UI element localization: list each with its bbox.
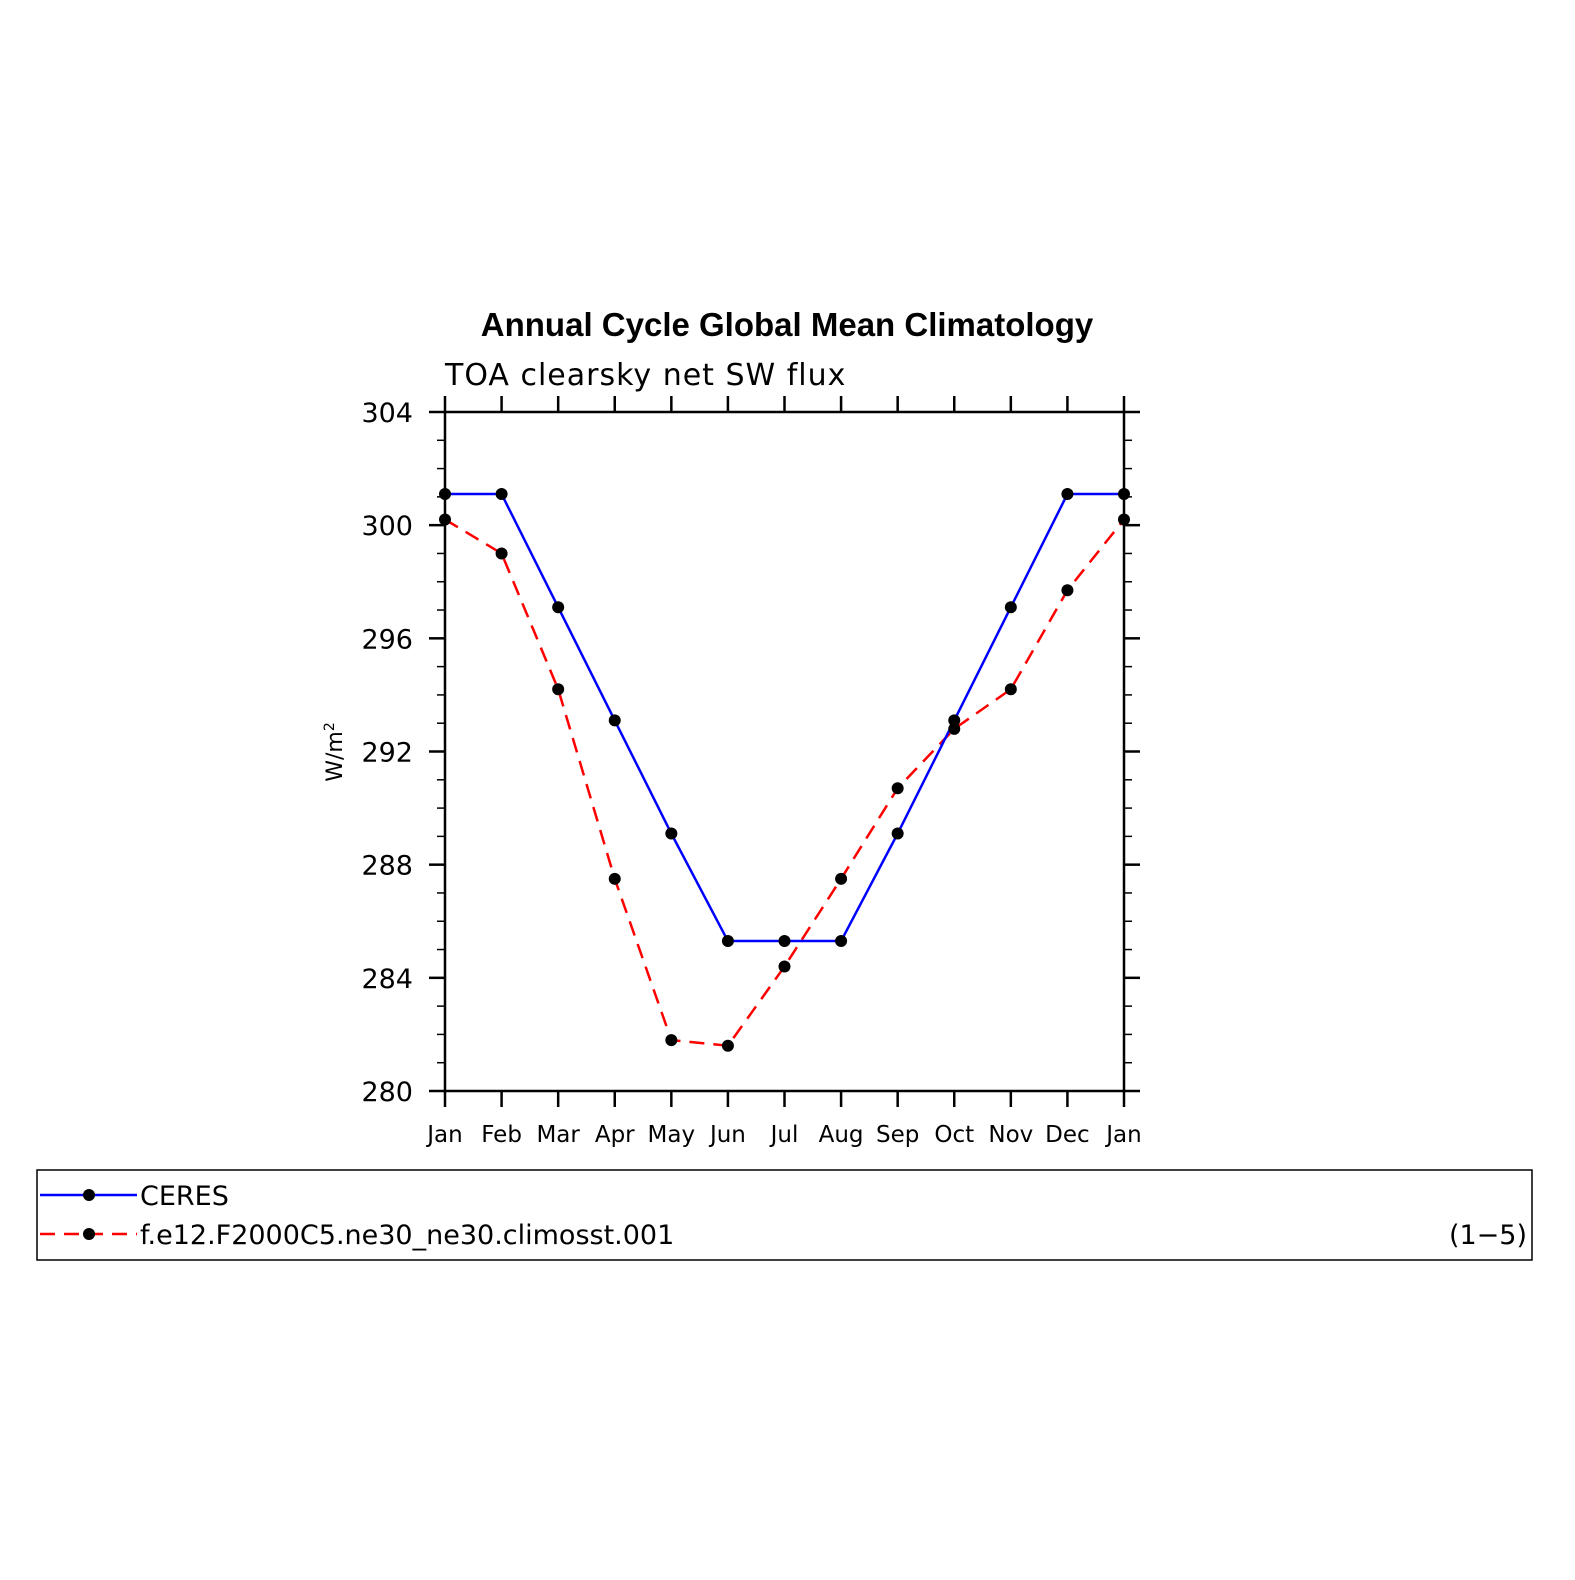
data-point [1061, 488, 1074, 501]
data-point [608, 714, 621, 727]
data-point [891, 782, 904, 795]
y-tick-label: 304 [361, 398, 413, 429]
legend-marker [83, 1189, 95, 1201]
y-tick-label: 280 [361, 1077, 413, 1108]
data-point [1118, 513, 1130, 526]
data-point [665, 1034, 678, 1047]
legend-marker [83, 1228, 95, 1240]
chart-title: Annual Cycle Global Mean Climatology [481, 306, 1094, 343]
data-point [948, 722, 961, 735]
legend-note: (1−5) [1449, 1220, 1527, 1251]
x-tick-label: Dec [1045, 1122, 1090, 1148]
x-tick-label: Sep [876, 1122, 919, 1148]
data-point [1004, 683, 1017, 696]
series-layer [439, 488, 1130, 1052]
data-point [1118, 488, 1130, 501]
plot-frame [443, 410, 1126, 1093]
data-point [665, 827, 678, 840]
x-tick-label: May [648, 1122, 696, 1148]
series-line [445, 492, 1124, 943]
y-tick-label: 292 [361, 738, 413, 769]
legend: CERES f.e12.F2000C5.ne30_ne30.climosst.00… [36, 1169, 1533, 1261]
y-tick-label: 296 [361, 624, 413, 655]
data-point [552, 601, 565, 614]
chart-subtitle: TOA clearsky net SW flux [444, 358, 846, 393]
x-tick-label: Jun [708, 1122, 746, 1148]
data-point [439, 488, 451, 501]
y-axis-label-superscript: 2 [322, 722, 338, 731]
data-point [778, 960, 791, 973]
data-point [1061, 584, 1074, 597]
legend-label: f.e12.F2000C5.ne30_ne30.climosst.001 [140, 1220, 674, 1251]
y-tick-label: 288 [361, 851, 413, 882]
x-tick-label: Apr [595, 1122, 635, 1148]
data-point [835, 872, 848, 885]
data-point [948, 714, 961, 727]
y-axis-label-text: W/m [323, 731, 348, 782]
data-point [835, 935, 848, 948]
y-tick-label: 284 [361, 964, 413, 995]
y-axis-label: W/m2 [322, 722, 348, 782]
x-tick-label: Aug [819, 1122, 864, 1148]
x-tick-label: Jul [769, 1122, 799, 1148]
x-tick-label: Feb [481, 1122, 522, 1148]
data-point [1004, 601, 1017, 614]
x-tick-label: Jan [425, 1122, 462, 1148]
data-point [778, 935, 791, 948]
data-point [891, 827, 904, 840]
data-point [439, 513, 451, 526]
data-point [495, 547, 508, 560]
data-point [721, 1039, 734, 1052]
data-point [552, 683, 565, 696]
data-point [495, 488, 508, 501]
x-tick-label: Mar [536, 1122, 580, 1148]
x-tick-label: Nov [988, 1122, 1033, 1148]
plot-axes: 280 284 288 292 296 300 304 Jan Feb Mar Apr May Jun J… [361, 396, 1142, 1148]
legend-entries: CERES f.e12.F2000C5.ne30_ne30.climosst.00… [40, 1181, 674, 1251]
data-point [608, 872, 621, 885]
legend-entry-2: f.e12.F2000C5.ne30_ne30.climosst.001 [40, 1220, 674, 1251]
legend-entry-1: CERES [40, 1181, 229, 1212]
y-tick-label: 300 [361, 511, 413, 542]
series-1 [445, 492, 1124, 943]
series-2-markers [439, 513, 1130, 1052]
series-1-markers [439, 488, 1130, 948]
x-tick-label: Jan [1104, 1122, 1141, 1148]
data-point [721, 935, 734, 948]
legend-box [36, 1169, 1533, 1261]
x-tick-label: Oct [934, 1122, 974, 1148]
legend-label: CERES [140, 1181, 229, 1212]
